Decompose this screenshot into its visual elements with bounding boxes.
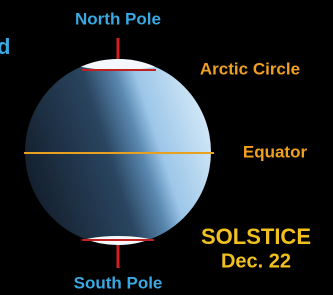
edge-fragment: d	[0, 34, 10, 59]
date-label: Dec. 22	[221, 250, 291, 272]
south-pole-label: South Pole	[74, 273, 163, 292]
solstice-diagram: d North Pole Arctic Circle Equator SOLST…	[0, 0, 333, 295]
solstice-label: SOLSTICE	[201, 224, 311, 249]
north-pole-label: North Pole	[75, 9, 161, 28]
equator-label: Equator	[243, 142, 308, 161]
page: d North Pole Arctic Circle Equator SOLST…	[0, 0, 333, 295]
arctic-circle-label: Arctic Circle	[200, 59, 300, 78]
